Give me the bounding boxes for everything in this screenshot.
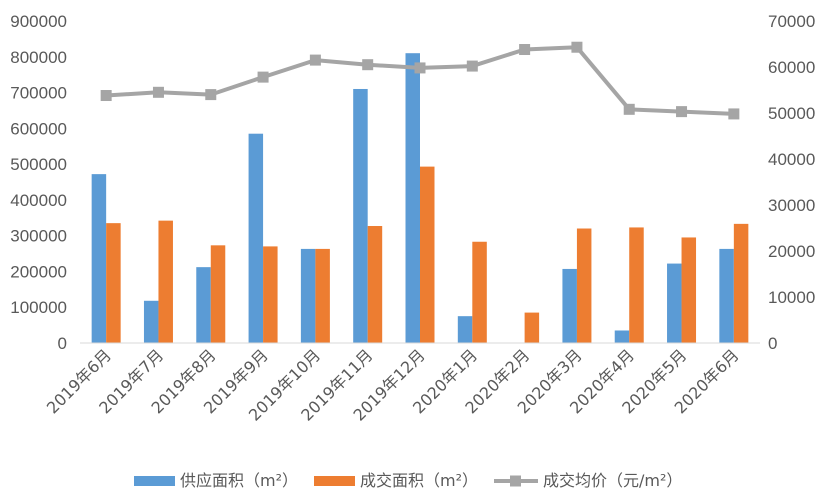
avg-price-marker: [466, 60, 478, 72]
avg-price-marker: [571, 41, 583, 53]
avg-price-marker: [309, 54, 321, 66]
right-y-tick-label: 70000: [768, 12, 815, 31]
right-y-tick-label: 10000: [768, 288, 815, 307]
supply-area-bar: [248, 133, 264, 343]
left-y-tick-label: 900000: [10, 12, 67, 31]
legend-label-supply: 供应面积（m²）: [180, 471, 298, 490]
avg-price-marker: [728, 108, 740, 120]
deal-area-bar: [733, 223, 749, 343]
left-y-tick-label: 600000: [10, 119, 67, 138]
avg-price-marker: [205, 89, 217, 101]
left-y-tick-label: 0: [58, 334, 67, 353]
deal-area-bar: [158, 220, 173, 343]
supply-area-bar: [667, 263, 682, 343]
deal-area-bar: [576, 228, 592, 343]
deal-area-bar: [263, 246, 278, 343]
legend-label-price: 成交均价（元/m²）: [543, 471, 682, 490]
deal-area-bar: [629, 227, 644, 343]
line-series: [100, 41, 740, 120]
deal-area-bar: [681, 237, 697, 343]
deal-area-bar: [472, 241, 487, 343]
deal-area-bar: [524, 312, 540, 343]
avg-price-marker: [519, 44, 531, 56]
right-y-tick-label: 20000: [768, 242, 815, 261]
left-y-axis: 0 100000 200000 300000 400000 500000 600000 700…: [10, 12, 67, 353]
supply-area-bar: [719, 248, 734, 343]
left-y-tick-label: 500000: [10, 155, 67, 174]
avg-price-marker: [414, 62, 426, 74]
avg-price-marker: [152, 86, 164, 98]
supply-area-bar: [562, 268, 577, 343]
supply-area-bar: [614, 330, 630, 343]
left-y-tick-label: 100000: [10, 298, 67, 317]
deal-area-bar: [315, 248, 330, 343]
supply-area-bar: [143, 300, 159, 343]
left-y-tick-label: 300000: [10, 227, 67, 246]
avg-price-marker: [257, 71, 269, 83]
deal-area-bar: [106, 223, 121, 343]
legend-swatch-supply: [134, 476, 175, 486]
avg-price-marker: [362, 59, 374, 71]
right-y-tick-label: 40000: [768, 150, 815, 169]
avg-price-marker: [676, 106, 688, 118]
x-axis-labels: 2019年6月2019年7月2019年8月2019年9月2019年10月2019…: [43, 345, 743, 424]
right-y-tick-label: 50000: [768, 104, 815, 123]
legend-marker-price: [510, 475, 521, 487]
supply-area-bar: [300, 248, 316, 343]
supply-area-bar: [91, 174, 107, 343]
right-y-tick-label: 30000: [768, 196, 815, 215]
left-y-tick-label: 400000: [10, 191, 67, 210]
avg-price-marker: [100, 90, 112, 102]
bar-series: [91, 53, 749, 343]
supply-area-bar: [457, 316, 473, 343]
supply-area-bar: [353, 88, 368, 343]
right-y-tick-label: 60000: [768, 58, 815, 77]
deal-area-bar: [367, 226, 383, 343]
left-y-tick-label: 800000: [10, 48, 67, 67]
deal-area-bar: [210, 245, 226, 343]
avg-price-marker: [623, 103, 635, 115]
left-y-tick-label: 700000: [10, 84, 67, 103]
deal-area-bar: [420, 166, 435, 343]
right-y-axis: 0 10000 20000 30000 40000 50000 60000 70000: [768, 12, 815, 353]
legend-swatch-deal: [314, 476, 355, 486]
right-y-tick-label: 0: [768, 334, 777, 353]
legend: 供应面积（m²） 成交面积（m²） 成交均价（元/m²）: [134, 471, 682, 490]
legend-label-deal: 成交面积（m²）: [360, 471, 478, 490]
supply-area-bar: [405, 53, 420, 343]
supply-area-bar: [196, 267, 211, 343]
left-y-tick-label: 200000: [10, 262, 67, 281]
